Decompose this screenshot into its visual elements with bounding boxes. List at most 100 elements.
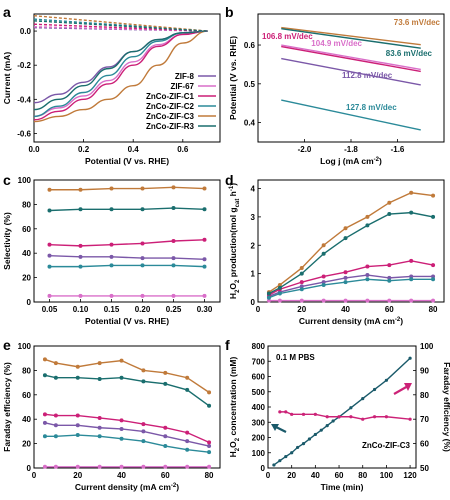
panel-c-xtick-label: 0.30	[197, 305, 213, 314]
panel-f-concentration-point	[272, 463, 276, 467]
panel-d-point-zif-67	[409, 298, 414, 303]
panel-f-ylabel: H2O2 concentration (mM)	[228, 356, 241, 457]
panel-f-arrow-right	[393, 385, 409, 395]
panel-f-xtick-label: 100	[380, 471, 394, 480]
panel-f-faraday-point	[384, 415, 388, 419]
panel-e-point-znco-zif-r3	[207, 403, 212, 408]
panel-c-point-znco-zif-r3	[47, 208, 52, 213]
panel-c-point-znco-zif-c3	[140, 186, 145, 191]
panel-f-ytick-label: 200	[252, 434, 266, 443]
panel-e-point-znco-zif-c3	[207, 390, 212, 395]
panel-a-ring-znco-zif-c1	[33, 23, 208, 32]
panel-e-ylabel: Faraday efficiency (%)	[2, 362, 12, 452]
panel-b-series-znco-zif-c2	[281, 99, 421, 131]
panel-f-concentration-point	[284, 454, 288, 459]
panel-e-xtick-label: 0	[32, 471, 37, 480]
panel-d-point-zif-8	[321, 280, 326, 285]
panel-d-series-znco-zif-c1	[268, 260, 434, 296]
panel-b-tafel-label: 83.6 mV/dec	[386, 49, 433, 58]
panel-e-xtick-label: 80	[205, 471, 214, 480]
panel-e-point-zif-67	[207, 464, 212, 469]
panel-e-series-zif-8	[44, 422, 210, 447]
panel-d-ytick-label: 3	[251, 213, 256, 222]
panel-f-faraday-point	[349, 415, 353, 419]
panel-a-legend-label: ZIF-67	[170, 82, 194, 91]
panel-e-series-znco-zif-r3	[44, 374, 210, 407]
panel-e-point-znco-zif-c2	[53, 434, 58, 439]
panel-c-point-zif-67	[171, 293, 176, 298]
panel-d-point-zif-67	[431, 298, 436, 303]
panel-b-ytick-label: 0.4	[244, 119, 256, 128]
panel-e-ytick-label: 40	[22, 415, 31, 424]
panel-c-xtick-label: 0.25	[166, 305, 182, 314]
panel-letter-f: f	[225, 337, 230, 353]
panel-d-point-znco-zif-c3	[387, 200, 392, 205]
panel-b-series-znco-zif-c1	[281, 45, 421, 73]
panel-f-faraday-point	[361, 417, 365, 421]
panel-a-xlabel: Potential (V vs. RHE)	[85, 156, 169, 166]
panel-f-xtick-label: 60	[335, 471, 344, 480]
panel-d-point-znco-zif-c1	[387, 263, 392, 268]
panel-e-point-znco-zif-c3	[141, 368, 146, 373]
panel-c-point-znco-zif-c2	[202, 264, 207, 269]
panel-f-concentration-point	[313, 432, 317, 437]
panel-a-xtick-label: 0.4	[128, 145, 140, 154]
panel-a-ytick-label: -0.6	[17, 129, 31, 138]
panel-c-xtick-label: 0.05	[42, 305, 58, 314]
panel-f-concentration-point	[278, 459, 282, 463]
panel-e-point-znco-zif-r3	[75, 375, 80, 380]
panel-f-ytick-label: 0	[261, 464, 266, 473]
panel-f-xtick-label: 20	[287, 471, 296, 480]
panel-f-ytick-label: 600	[252, 373, 266, 382]
panel-b-tafel-label: 112.8 mV/dec	[342, 71, 393, 80]
panel-d-ytick-label: 4	[251, 185, 256, 194]
panel-f-concentration-point	[319, 428, 323, 432]
panel-f-ytick-label: 800	[252, 342, 266, 351]
panel-e-point-znco-zif-r3	[141, 379, 146, 384]
panel-e-point-zif-8	[53, 423, 58, 428]
panel-e-ytick-label: 0	[27, 464, 32, 473]
panel-a-legend-label: ZnCo-ZIF-R3	[146, 122, 195, 131]
panel-b-xlabel: Log j (mA cm-2)	[320, 156, 382, 166]
panel-c-point-zif-67	[78, 293, 83, 298]
panel-b-xtick-label: -2.0	[298, 145, 312, 154]
panel-f-ytick-label: 500	[252, 388, 266, 397]
panel-d-xtick-label: 40	[341, 305, 350, 314]
panel-c-point-zif-8	[78, 254, 83, 259]
panel-c-point-zif-8	[171, 256, 176, 261]
panel-d-point-znco-zif-c1	[299, 280, 304, 285]
panel-d-point-zif-67	[299, 298, 304, 303]
panel-d-axes	[257, 179, 445, 303]
panel-e-series-znco-zif-c2	[44, 434, 210, 453]
panel-d-point-znco-zif-c1	[365, 264, 370, 269]
panel-d-point-znco-zif-r3	[431, 214, 436, 219]
panel-e-point-znco-zif-c2	[141, 439, 146, 444]
panel-b-tafel-label: 106.8 mV/dec	[262, 32, 313, 41]
panel-b-series-zif-8	[281, 57, 421, 86]
panel-e-point-zif-8	[119, 426, 124, 431]
panel-b-tafel-label: 127.8 mV/dec	[346, 103, 397, 112]
panel-e-point-znco-zif-c1	[141, 422, 146, 427]
panel-c-point-zif-67	[47, 293, 52, 298]
panel-e-point-znco-zif-c1	[42, 412, 47, 417]
panel-e-point-znco-zif-c2	[185, 447, 190, 452]
panel-e-point-znco-zif-c2	[163, 444, 168, 449]
panel-c-ytick-label: 80	[22, 200, 31, 209]
panel-c-point-znco-zif-c1	[202, 237, 207, 242]
panel-d-point-znco-zif-c3	[343, 226, 348, 231]
panel-e-point-zif-8	[207, 444, 212, 449]
panel-f-concentration-point	[290, 451, 294, 455]
panel-f-concentration-point	[296, 445, 300, 450]
panel-e-axes	[33, 345, 221, 469]
panel-f-ytick-right-label: 50	[420, 464, 429, 473]
panel-f-faraday-point	[337, 415, 341, 419]
panel-a-legend-label: ZnCo-ZIF-C1	[146, 92, 195, 101]
panel-e-point-zif-67	[163, 464, 168, 469]
panel-f-xlabel: Time (min)	[321, 482, 364, 492]
panel-b-xtick-label: -1.8	[344, 145, 358, 154]
panel-c-series-znco-zif-c1	[49, 239, 205, 247]
panel-f-xtick-label: 120	[403, 471, 417, 480]
panel-c-ylabel: Selectivity (%)	[2, 212, 12, 270]
panel-e-xlabel: Current density (mA cm-2)	[75, 482, 179, 492]
panel-e-ytick-label: 100	[18, 342, 32, 351]
